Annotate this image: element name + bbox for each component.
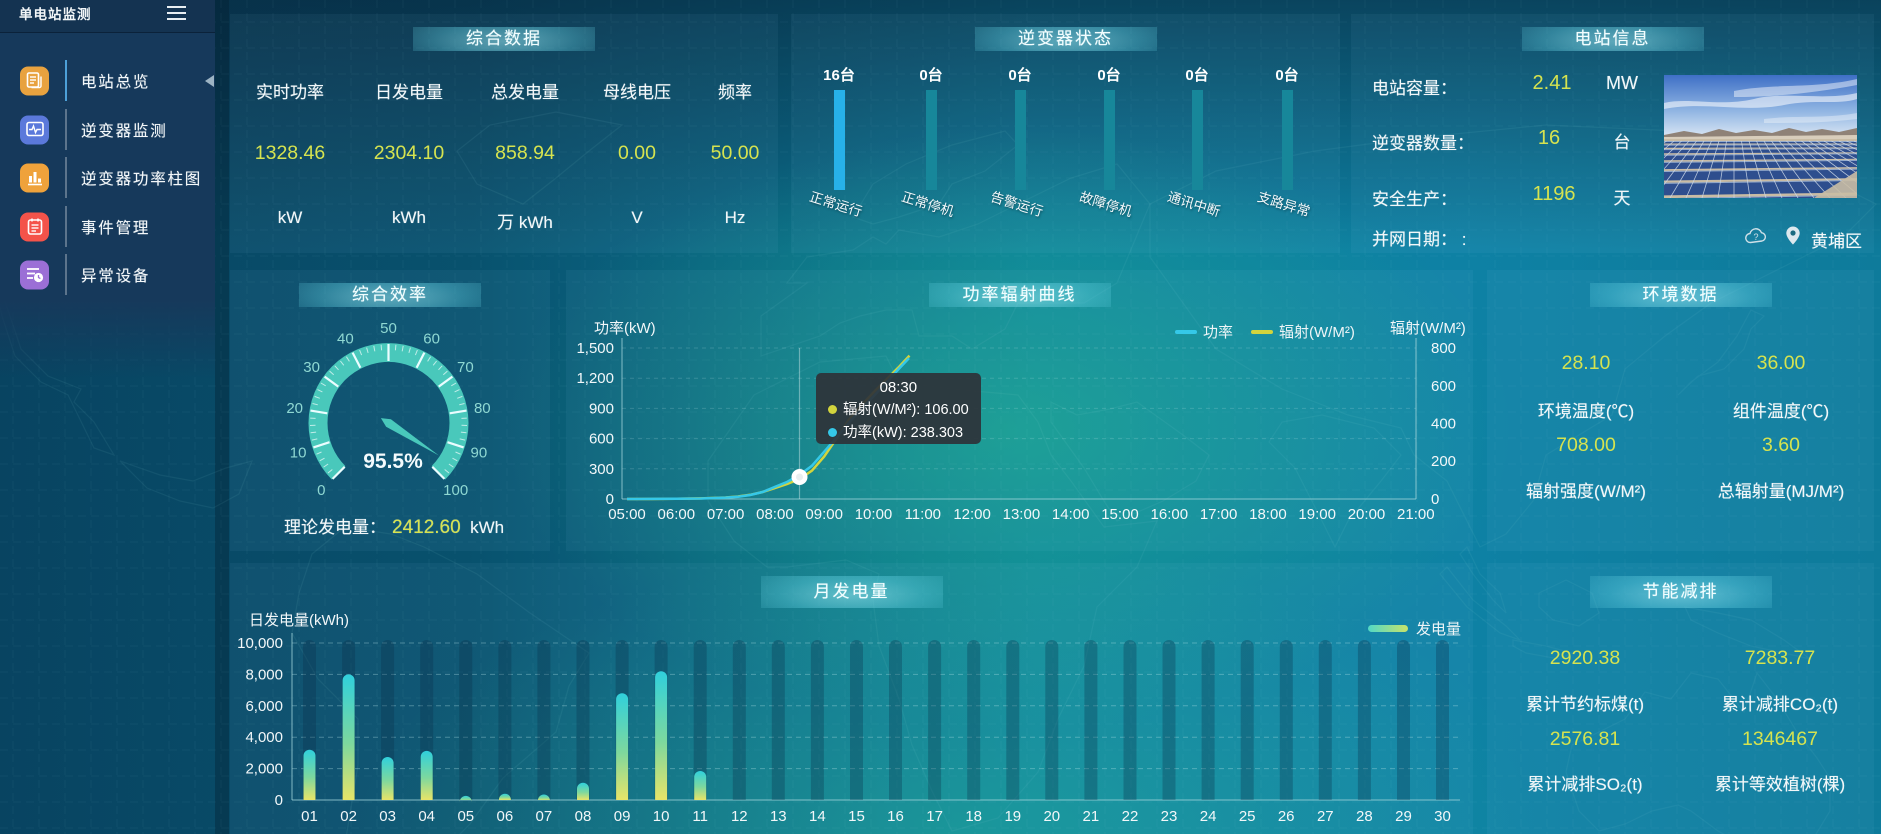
svg-text:0: 0 [1431, 491, 1439, 508]
svg-text:17: 17 [926, 808, 943, 825]
svg-text:07: 07 [536, 808, 553, 825]
svg-text:09:00: 09:00 [805, 506, 843, 523]
svg-text:14:00: 14:00 [1052, 506, 1090, 523]
svg-text:24: 24 [1200, 808, 1217, 825]
svg-text:30: 30 [1434, 808, 1451, 825]
svg-text:20:00: 20:00 [1348, 506, 1386, 523]
svg-text:08:00: 08:00 [756, 506, 794, 523]
svg-text:07:00: 07:00 [707, 506, 745, 523]
svg-text:11: 11 [692, 808, 708, 825]
svg-text:2,000: 2,000 [245, 761, 283, 778]
svg-text:10: 10 [653, 808, 670, 825]
svg-text:800: 800 [1431, 340, 1456, 357]
svg-text:12: 12 [731, 808, 748, 825]
svg-text:1,500: 1,500 [576, 340, 614, 357]
svg-text:600: 600 [1431, 378, 1456, 395]
svg-text:01: 01 [301, 808, 318, 825]
svg-text:1,200: 1,200 [576, 370, 614, 387]
svg-text:29: 29 [1395, 808, 1412, 825]
svg-text:300: 300 [589, 461, 614, 478]
svg-text:05:00: 05:00 [608, 506, 646, 523]
svg-text:14: 14 [809, 808, 826, 825]
svg-text:50: 50 [380, 320, 397, 337]
svg-text:27: 27 [1317, 808, 1334, 825]
svg-text:23: 23 [1161, 808, 1178, 825]
svg-text:6,000: 6,000 [245, 698, 283, 715]
svg-text:600: 600 [589, 431, 614, 448]
svg-text:28: 28 [1356, 808, 1373, 825]
svg-text:08: 08 [575, 808, 592, 825]
svg-text:辐射(W/M²): 辐射(W/M²) [1390, 320, 1466, 337]
svg-text:11:00: 11:00 [905, 506, 941, 523]
svg-text:90: 90 [471, 444, 488, 461]
svg-text:06:00: 06:00 [658, 506, 696, 523]
svg-text:10:00: 10:00 [855, 506, 893, 523]
svg-text:04: 04 [418, 808, 435, 825]
svg-text:05: 05 [457, 808, 474, 825]
svg-text:19: 19 [1004, 808, 1021, 825]
svg-text:13:00: 13:00 [1003, 506, 1041, 523]
svg-text:15:00: 15:00 [1101, 506, 1139, 523]
svg-text:日发电量(kWh): 日发电量(kWh) [249, 612, 349, 629]
svg-text:18:00: 18:00 [1249, 506, 1287, 523]
svg-text:19:00: 19:00 [1298, 506, 1336, 523]
svg-text:25: 25 [1239, 808, 1256, 825]
svg-text:80: 80 [474, 400, 491, 417]
svg-text:?: ? [1753, 232, 1758, 242]
svg-text:100: 100 [443, 482, 468, 499]
svg-text:60: 60 [423, 330, 440, 347]
svg-text:0: 0 [275, 792, 283, 809]
svg-text:10: 10 [290, 444, 307, 461]
svg-text:20: 20 [1043, 808, 1060, 825]
svg-text:17:00: 17:00 [1200, 506, 1238, 523]
svg-text:21:00: 21:00 [1397, 506, 1435, 523]
svg-text:15: 15 [848, 808, 865, 825]
svg-text:03: 03 [379, 808, 396, 825]
svg-text:21: 21 [1083, 808, 1100, 825]
svg-text:22: 22 [1122, 808, 1139, 825]
svg-text:40: 40 [337, 330, 354, 347]
svg-text:13: 13 [770, 808, 787, 825]
svg-text:70: 70 [457, 359, 474, 376]
svg-text:30: 30 [303, 359, 320, 376]
svg-text:200: 200 [1431, 453, 1456, 470]
svg-text:功率(kW): 功率(kW) [594, 320, 656, 337]
svg-text:09: 09 [614, 808, 631, 825]
svg-text:900: 900 [589, 400, 614, 417]
svg-text:16: 16 [887, 808, 904, 825]
svg-text:18: 18 [965, 808, 982, 825]
svg-text:10,000: 10,000 [237, 635, 283, 652]
svg-text:26: 26 [1278, 808, 1295, 825]
svg-text:0: 0 [606, 491, 614, 508]
svg-text:4,000: 4,000 [245, 729, 283, 746]
svg-text:8,000: 8,000 [245, 666, 283, 683]
svg-text:06: 06 [497, 808, 514, 825]
svg-text:0: 0 [317, 482, 325, 499]
svg-text:400: 400 [1431, 416, 1456, 433]
svg-text:12:00: 12:00 [953, 506, 991, 523]
svg-text:16:00: 16:00 [1151, 506, 1189, 523]
svg-text:20: 20 [286, 400, 303, 417]
svg-text:02: 02 [340, 808, 357, 825]
